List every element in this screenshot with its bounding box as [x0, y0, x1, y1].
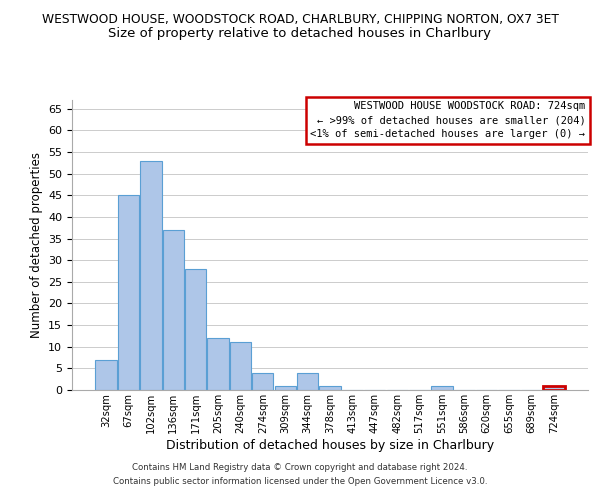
Bar: [185, 269, 206, 390]
Y-axis label: Number of detached properties: Number of detached properties: [29, 152, 43, 338]
Bar: [297, 372, 318, 390]
Bar: [319, 386, 341, 390]
Bar: [230, 342, 251, 390]
Bar: [163, 230, 184, 390]
Bar: [140, 160, 161, 390]
Bar: [252, 372, 274, 390]
Text: Contains public sector information licensed under the Open Government Licence v3: Contains public sector information licen…: [113, 477, 487, 486]
Bar: [543, 386, 565, 390]
Bar: [275, 386, 296, 390]
Bar: [118, 195, 139, 390]
Bar: [95, 360, 117, 390]
Text: WESTWOOD HOUSE WOODSTOCK ROAD: 724sqm
← >99% of detached houses are smaller (204: WESTWOOD HOUSE WOODSTOCK ROAD: 724sqm ← …: [310, 102, 586, 140]
Bar: [431, 386, 452, 390]
Text: WESTWOOD HOUSE, WOODSTOCK ROAD, CHARLBURY, CHIPPING NORTON, OX7 3ET: WESTWOOD HOUSE, WOODSTOCK ROAD, CHARLBUR…: [41, 12, 559, 26]
Text: Size of property relative to detached houses in Charlbury: Size of property relative to detached ho…: [109, 28, 491, 40]
Bar: [208, 338, 229, 390]
X-axis label: Distribution of detached houses by size in Charlbury: Distribution of detached houses by size …: [166, 438, 494, 452]
Text: Contains HM Land Registry data © Crown copyright and database right 2024.: Contains HM Land Registry data © Crown c…: [132, 464, 468, 472]
